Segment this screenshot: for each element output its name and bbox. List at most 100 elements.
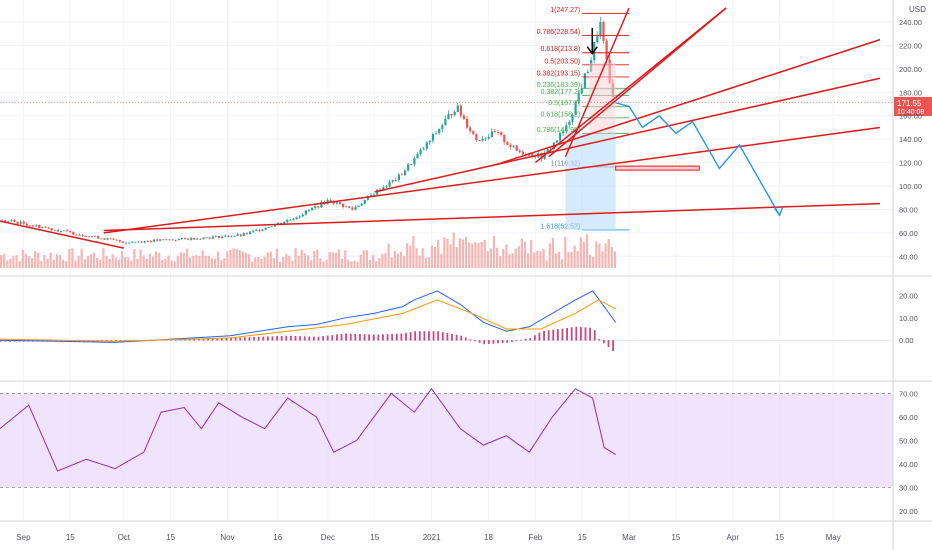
candle-body (363, 199, 366, 204)
volume-bar (477, 243, 480, 268)
volume-bar (192, 255, 195, 268)
volume-bar (393, 250, 396, 268)
macd-histogram-bar (464, 337, 467, 341)
macd-histogram-bar (543, 330, 545, 341)
volume-bar (604, 243, 607, 268)
rsi-panel[interactable] (0, 387, 893, 488)
rsi-tick-label: 30.00 (899, 483, 918, 492)
time-tick-label: Oct (118, 533, 131, 542)
volume-bar (378, 258, 381, 268)
volume-bar (3, 254, 6, 268)
candle-body (580, 88, 583, 94)
macd-histogram-bar (405, 333, 407, 341)
candle-body (555, 140, 559, 143)
candle-body (183, 237, 187, 239)
macd-histogram-bar (441, 332, 444, 341)
volume-bar (539, 251, 542, 268)
rsi-tick-label: 40.00 (899, 460, 918, 469)
candle-body (249, 231, 252, 235)
candle-body (177, 238, 180, 241)
volume-bar (530, 240, 533, 268)
volume-bar (136, 258, 139, 268)
candle-body (174, 239, 177, 241)
volume-bar (217, 251, 220, 268)
candle-body (239, 234, 242, 236)
candle-body (512, 145, 515, 147)
macd-histogram-bar (593, 330, 596, 341)
macd-histogram-bar (547, 330, 550, 341)
volume-bar (542, 248, 545, 268)
candle-body (438, 129, 441, 134)
volume-bar (458, 237, 461, 268)
volume-bar (18, 260, 21, 268)
candle-body (360, 203, 363, 206)
candle-body (497, 132, 500, 134)
volume-bar (319, 258, 322, 268)
volume-bar (430, 245, 434, 268)
volume-bar (272, 258, 275, 268)
candle-body (518, 150, 521, 152)
time-tick-label: 15 (370, 533, 379, 542)
candle-body (435, 133, 438, 135)
macd-histogram-bar (285, 335, 288, 341)
candle-body (81, 234, 84, 236)
trend-line (564, 7, 630, 158)
volume-bar (102, 248, 105, 268)
macd-histogram-bar (474, 340, 476, 342)
candle-body (227, 235, 230, 237)
volume-bar (446, 238, 449, 268)
candle-body (447, 113, 450, 119)
volume-bar (220, 260, 223, 268)
macd-histogram-bar (506, 340, 509, 343)
volume-bar (148, 253, 151, 268)
volume-bar (353, 260, 356, 268)
trend-line (103, 126, 881, 234)
countdown-label: 10:40:08 (897, 109, 924, 116)
candle-body (428, 140, 431, 143)
volume-bar (610, 247, 613, 268)
last-price-label: 171.55 (897, 99, 922, 108)
price-tick-label: 160.00 (899, 112, 922, 121)
volume-bar (213, 258, 217, 268)
volume-bar (80, 248, 83, 268)
fib-level-label: 0.786(144.95) (537, 127, 581, 134)
volume-bar (536, 250, 539, 268)
candle-body (431, 133, 435, 141)
macd-histogram-bar (354, 333, 357, 341)
volume-bar (257, 256, 260, 268)
volume-bar (449, 244, 452, 268)
volume-bar (486, 250, 489, 268)
volume-bar (133, 249, 136, 268)
candle-body (149, 241, 152, 242)
macd-panel[interactable] (0, 290, 893, 352)
candle-body (128, 242, 131, 244)
candle-body (413, 158, 416, 165)
candle-body (28, 225, 32, 227)
candle-body (109, 238, 112, 240)
volume-bar (195, 255, 198, 268)
candle-body (487, 137, 490, 139)
volume-bar (396, 253, 399, 268)
volume-bar (390, 257, 393, 268)
candle-body (276, 222, 280, 225)
trend-line (103, 202, 881, 232)
macd-histogram-bar (230, 337, 232, 341)
candle-body (289, 219, 292, 221)
price-tick-label: 40.00 (899, 252, 918, 261)
volume-bar (461, 239, 465, 268)
candle-body (546, 149, 549, 153)
volume-bar (158, 252, 161, 268)
volume-bar (96, 258, 99, 268)
volume-bar (263, 256, 266, 268)
candle-body (140, 241, 143, 243)
candle-body (493, 131, 497, 133)
candle-body (568, 121, 571, 126)
candle-body (214, 235, 218, 237)
candle-body (444, 118, 447, 126)
candle-body (267, 227, 270, 229)
volume-bar (43, 255, 46, 268)
macd-histogram-bar (520, 339, 522, 341)
volume-bar (496, 247, 499, 268)
volume-bar (111, 254, 114, 268)
